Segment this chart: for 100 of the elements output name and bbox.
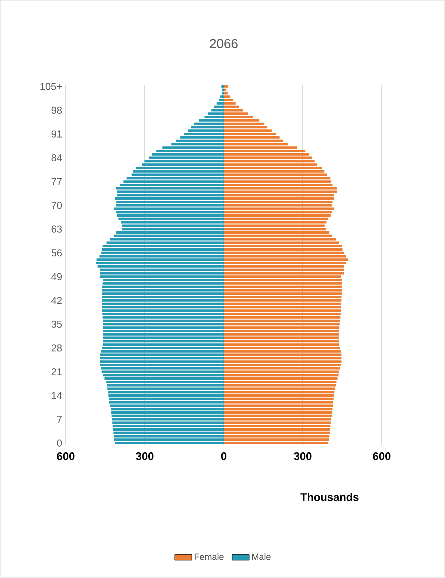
bar	[102, 252, 224, 254]
bar	[102, 289, 224, 292]
bar	[108, 388, 224, 390]
bar	[103, 326, 224, 330]
bar	[112, 412, 224, 414]
bar	[222, 85, 224, 88]
y-tick-label: 91	[52, 130, 62, 138]
bar	[191, 126, 224, 129]
bar	[100, 364, 224, 366]
bar	[122, 224, 224, 228]
bar	[224, 204, 332, 207]
x-tick-label: 300	[136, 452, 154, 460]
bar	[224, 414, 332, 418]
y-tick-label: 63	[52, 226, 62, 233]
bar	[224, 238, 336, 241]
bar	[224, 408, 333, 411]
bar	[224, 242, 340, 244]
bar	[109, 398, 224, 400]
bar	[112, 414, 224, 418]
bar	[224, 177, 331, 180]
bar	[224, 194, 334, 197]
bar	[224, 262, 346, 265]
y-tick-label: 28	[52, 344, 62, 352]
y-tick-label: 98	[52, 106, 62, 114]
bar	[194, 122, 224, 126]
y-tick-label: 35	[52, 320, 62, 328]
bar	[224, 258, 349, 262]
bar	[224, 286, 342, 288]
bar	[224, 404, 334, 408]
y-tick-label: 49	[52, 273, 62, 280]
bar	[216, 102, 224, 105]
y-tick-label: 7	[57, 416, 62, 423]
bar	[113, 428, 224, 431]
bar	[224, 418, 332, 421]
bar	[224, 265, 344, 268]
bar	[224, 302, 342, 306]
bar	[106, 242, 224, 244]
bar	[224, 306, 342, 309]
bar	[109, 401, 224, 404]
bar	[224, 340, 340, 343]
bar	[224, 221, 327, 224]
y-tick-label: 56	[52, 250, 62, 257]
bar	[102, 302, 224, 306]
bar	[98, 265, 224, 268]
bar	[188, 130, 224, 132]
bar	[102, 292, 224, 296]
bar	[101, 350, 224, 353]
bar	[103, 333, 224, 336]
bar	[102, 299, 224, 302]
bar	[224, 422, 331, 424]
bar	[116, 200, 224, 204]
bar	[121, 221, 224, 224]
bar	[126, 177, 224, 180]
bar	[224, 99, 234, 102]
bar	[224, 299, 342, 302]
bar	[224, 296, 342, 298]
bar	[224, 374, 339, 377]
bar	[224, 378, 338, 380]
bar	[103, 330, 224, 332]
bar	[224, 316, 341, 319]
bar	[114, 442, 224, 445]
bar	[224, 330, 340, 332]
bar	[114, 234, 224, 238]
x-tick-label: 600	[57, 452, 75, 460]
bar	[224, 432, 330, 434]
bar	[224, 313, 341, 316]
bar	[224, 85, 228, 88]
bar	[224, 224, 325, 228]
bar	[102, 344, 224, 346]
bar	[224, 180, 332, 184]
bar	[224, 248, 343, 251]
bar	[104, 378, 224, 380]
x-axis-title: Thousands	[300, 493, 359, 502]
bar	[100, 276, 224, 278]
bar	[224, 122, 264, 126]
x-tick-label: 600	[373, 452, 391, 460]
bar	[112, 418, 224, 421]
bar	[224, 282, 342, 285]
bar	[224, 438, 330, 442]
y-tick-label: 0	[57, 440, 62, 447]
bar	[152, 153, 224, 156]
bar	[224, 350, 342, 353]
bar	[224, 323, 340, 326]
bar	[102, 286, 224, 288]
bar	[224, 344, 340, 346]
bar	[224, 218, 329, 220]
bar	[224, 214, 331, 217]
bar	[114, 198, 224, 200]
bar	[224, 160, 315, 163]
bar	[224, 310, 342, 312]
y-tick-label: 21	[52, 368, 62, 376]
bar	[224, 102, 236, 105]
y-tick-label: 105+	[40, 83, 62, 90]
bar	[219, 99, 224, 102]
bar	[114, 438, 224, 442]
bar	[124, 180, 224, 184]
legend-label: Male	[252, 554, 271, 560]
y-tick-label: 84	[52, 154, 62, 162]
bar	[224, 360, 342, 364]
bar	[108, 394, 224, 397]
